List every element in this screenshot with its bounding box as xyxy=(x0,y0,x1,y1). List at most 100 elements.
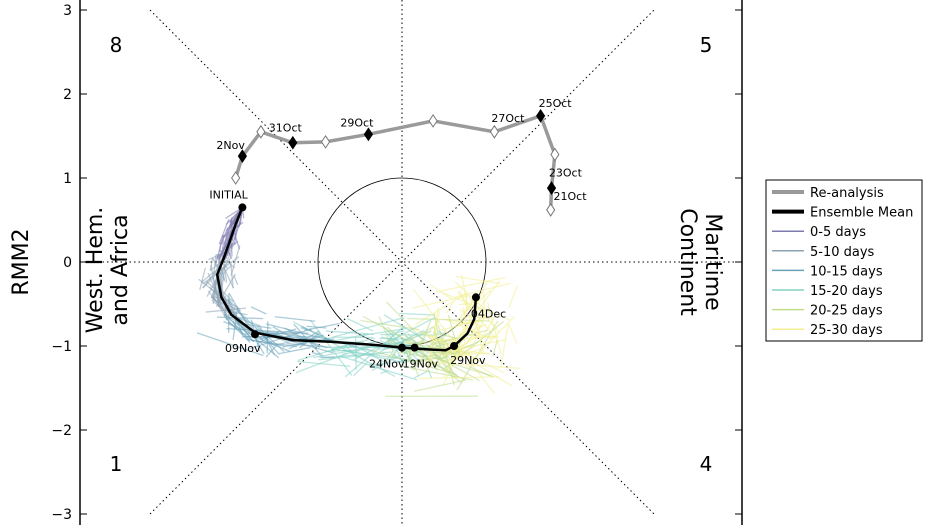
legend-label: 15-20 days xyxy=(810,284,883,299)
reanalysis-marker xyxy=(363,127,374,142)
reanalysis-date-label: 29Oct xyxy=(340,116,374,129)
ensemble-member-segment xyxy=(439,347,485,364)
ensemble-mean-point xyxy=(450,342,459,350)
y-tick-label: −1 xyxy=(51,339,72,355)
ensemble-member-segment xyxy=(331,333,369,343)
ensemble-member-segment xyxy=(214,234,224,266)
ensemble-member-segment xyxy=(342,350,360,356)
ensemble-member-segment xyxy=(219,237,230,258)
ensemble-member-segment xyxy=(418,376,500,380)
reanalysis-marker xyxy=(546,203,556,217)
y-axis-label: RMM2 xyxy=(9,228,34,295)
ensemble-member-segment xyxy=(224,264,232,273)
y-tick-label: −3 xyxy=(51,507,72,523)
ensemble-member-segment xyxy=(297,360,351,368)
reanalysis-date-label: 23Oct xyxy=(549,166,583,179)
diagonal-phase-line-2 xyxy=(149,9,655,515)
ensemble-member-segment xyxy=(466,307,487,344)
ensemble-member-segment xyxy=(380,370,388,374)
y-tick-label: 2 xyxy=(63,87,72,103)
reanalysis-marker xyxy=(546,181,557,195)
ensemble-member-segment xyxy=(459,290,469,312)
ensemble-member-segment xyxy=(284,327,321,348)
ensemble-member-segment xyxy=(222,266,235,289)
reanalysis-marker xyxy=(237,149,248,164)
ensemble-member-segment xyxy=(324,348,370,353)
ensemble-member-segment xyxy=(455,275,501,285)
mean-date-label: 29Nov xyxy=(450,354,486,367)
ensemble-member-segment xyxy=(295,352,348,374)
legend: Re-analysis Ensemble Mean 0-5 days 5-10 day… xyxy=(765,179,923,342)
y-tick-label: 3 xyxy=(63,3,72,19)
ensemble-member-segment xyxy=(438,330,447,337)
legend-label: 25-30 days xyxy=(810,323,883,338)
reanalysis-date-label: 25Oct xyxy=(539,97,573,110)
legend-label: 10-15 days xyxy=(810,264,883,279)
reanalysis-marker xyxy=(489,124,500,139)
region-right-line1: Maritime xyxy=(700,213,725,310)
ensemble-member-segment xyxy=(500,324,509,368)
mean-date-label: 24Nov xyxy=(369,358,405,371)
ensemble-members xyxy=(196,206,521,397)
ensemble-member-segment xyxy=(214,258,221,275)
ensemble-member-segment xyxy=(200,270,216,283)
ensemble-member-segment xyxy=(325,330,374,335)
ensemble-member-segment xyxy=(414,360,521,370)
legend-label: 5-10 days xyxy=(810,245,875,260)
mean-date-label: 09Nov xyxy=(225,342,261,355)
ensemble-member-segment xyxy=(196,332,264,357)
ensemble-member-segment xyxy=(436,276,506,293)
ensemble-member-segment xyxy=(426,311,441,372)
ensemble-member-segment xyxy=(448,335,478,355)
reanalysis-marker xyxy=(550,147,560,162)
ensemble-member-segment xyxy=(435,347,490,355)
ensemble-member-segment xyxy=(385,301,459,378)
ensemble-member-segment xyxy=(482,291,486,310)
phase-label-5: 5 xyxy=(700,33,713,57)
ensemble-mean-point xyxy=(251,330,259,339)
ensemble-member-segment xyxy=(259,328,297,341)
ensemble-member-segment xyxy=(236,309,257,333)
legend-label: Re-analysis xyxy=(810,186,884,201)
ensemble-member-segment xyxy=(228,292,265,355)
reanalysis-layer: 21Oct 23Oct 25Oct 27Oct 29Oct 31Oct 2Nov xyxy=(216,97,587,217)
reanalysis-marker xyxy=(288,135,298,150)
y-tick-label: −2 xyxy=(51,423,72,439)
ensemble-member-segment xyxy=(383,314,427,342)
region-right-line2: Continent xyxy=(675,208,700,316)
initial-label: INITIAL xyxy=(209,188,248,201)
ensemble-member-segment xyxy=(232,306,239,341)
ensemble-member-segment xyxy=(413,379,466,392)
reanalysis-date-label: 2Nov xyxy=(216,139,245,152)
phase-label-8: 8 xyxy=(110,33,123,57)
ensemble-member-segment xyxy=(427,361,444,370)
ensemble-member-segment xyxy=(225,318,251,344)
ensemble-member-segment xyxy=(507,323,518,344)
ensemble-member-segment xyxy=(437,352,489,356)
ensemble-member-segment xyxy=(413,370,429,379)
ensemble-member-segment xyxy=(279,346,311,355)
ensemble-member-segment xyxy=(274,316,316,322)
ensemble-member-segment xyxy=(424,357,429,362)
mean-date-label: 19Nov xyxy=(403,358,439,371)
ensemble-member-segment xyxy=(225,242,232,257)
ensemble-member-segment xyxy=(459,280,501,335)
ensemble-mean-point xyxy=(238,203,247,212)
ensemble-mean-point xyxy=(398,343,406,352)
ensemble-member-segment xyxy=(233,275,239,286)
frame xyxy=(79,0,743,525)
ensemble-mean-point xyxy=(471,293,480,302)
y-tick-label: 0 xyxy=(63,255,72,271)
ensemble-member-segment xyxy=(468,289,492,311)
ensemble-member-segment xyxy=(434,344,445,350)
reanalysis-marker xyxy=(320,134,331,149)
reanalysis-date-label: 27Oct xyxy=(491,112,525,125)
region-left-line1: West. Hem. xyxy=(83,207,108,334)
ensemble-member-segment xyxy=(202,256,240,285)
ensemble-member-segment xyxy=(492,338,499,357)
ensemble-member-segment xyxy=(429,283,453,300)
plot-area xyxy=(80,0,742,525)
ensemble-member-segment xyxy=(407,326,434,342)
legend-label: Ensemble Mean xyxy=(810,206,913,221)
